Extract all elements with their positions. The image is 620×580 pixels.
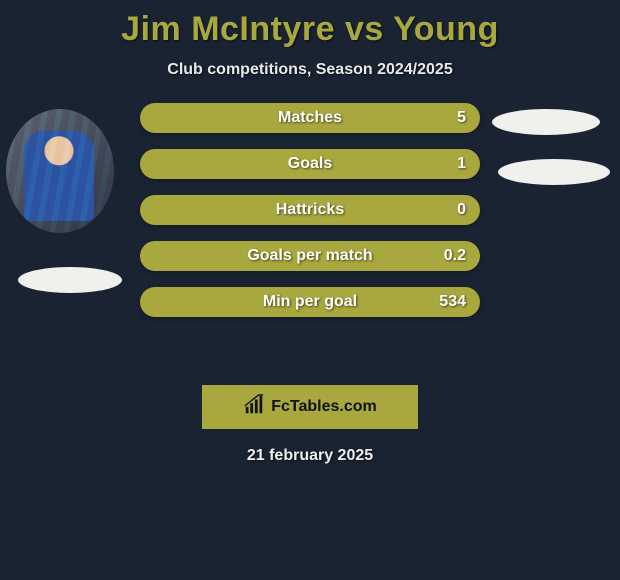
- stat-bars: Matches5Goals1Hattricks0Goals per match0…: [140, 103, 480, 333]
- brand-text: FcTables.com: [271, 398, 377, 416]
- stat-value: 0.2: [444, 247, 466, 265]
- stat-row: Min per goal534: [140, 287, 480, 317]
- stat-value: 5: [457, 109, 466, 127]
- stat-label: Goals per match: [140, 247, 480, 265]
- stat-row: Hattricks0: [140, 195, 480, 225]
- brand-badge: FcTables.com: [202, 385, 418, 429]
- stat-value: 1: [457, 155, 466, 173]
- stat-row: Goals per match0.2: [140, 241, 480, 271]
- stat-row: Goals1: [140, 149, 480, 179]
- stat-label: Matches: [140, 109, 480, 127]
- stats-area: Matches5Goals1Hattricks0Goals per match0…: [0, 109, 620, 369]
- player-left-shadow: [18, 267, 122, 293]
- player-right-placeholder-2: [498, 159, 610, 185]
- stat-label: Min per goal: [140, 293, 480, 311]
- comparison-title: Jim McIntyre vs Young: [0, 0, 620, 49]
- stat-row: Matches5: [140, 103, 480, 133]
- stat-value: 534: [439, 293, 466, 311]
- stat-value: 0: [457, 201, 466, 219]
- snapshot-date: 21 february 2025: [0, 447, 620, 465]
- player-right-placeholder-1: [492, 109, 600, 135]
- comparison-subtitle: Club competitions, Season 2024/2025: [0, 61, 620, 79]
- stat-label: Goals: [140, 155, 480, 173]
- stat-label: Hattricks: [140, 201, 480, 219]
- bar-chart-icon: [243, 394, 265, 421]
- player-left-avatar: [6, 109, 114, 233]
